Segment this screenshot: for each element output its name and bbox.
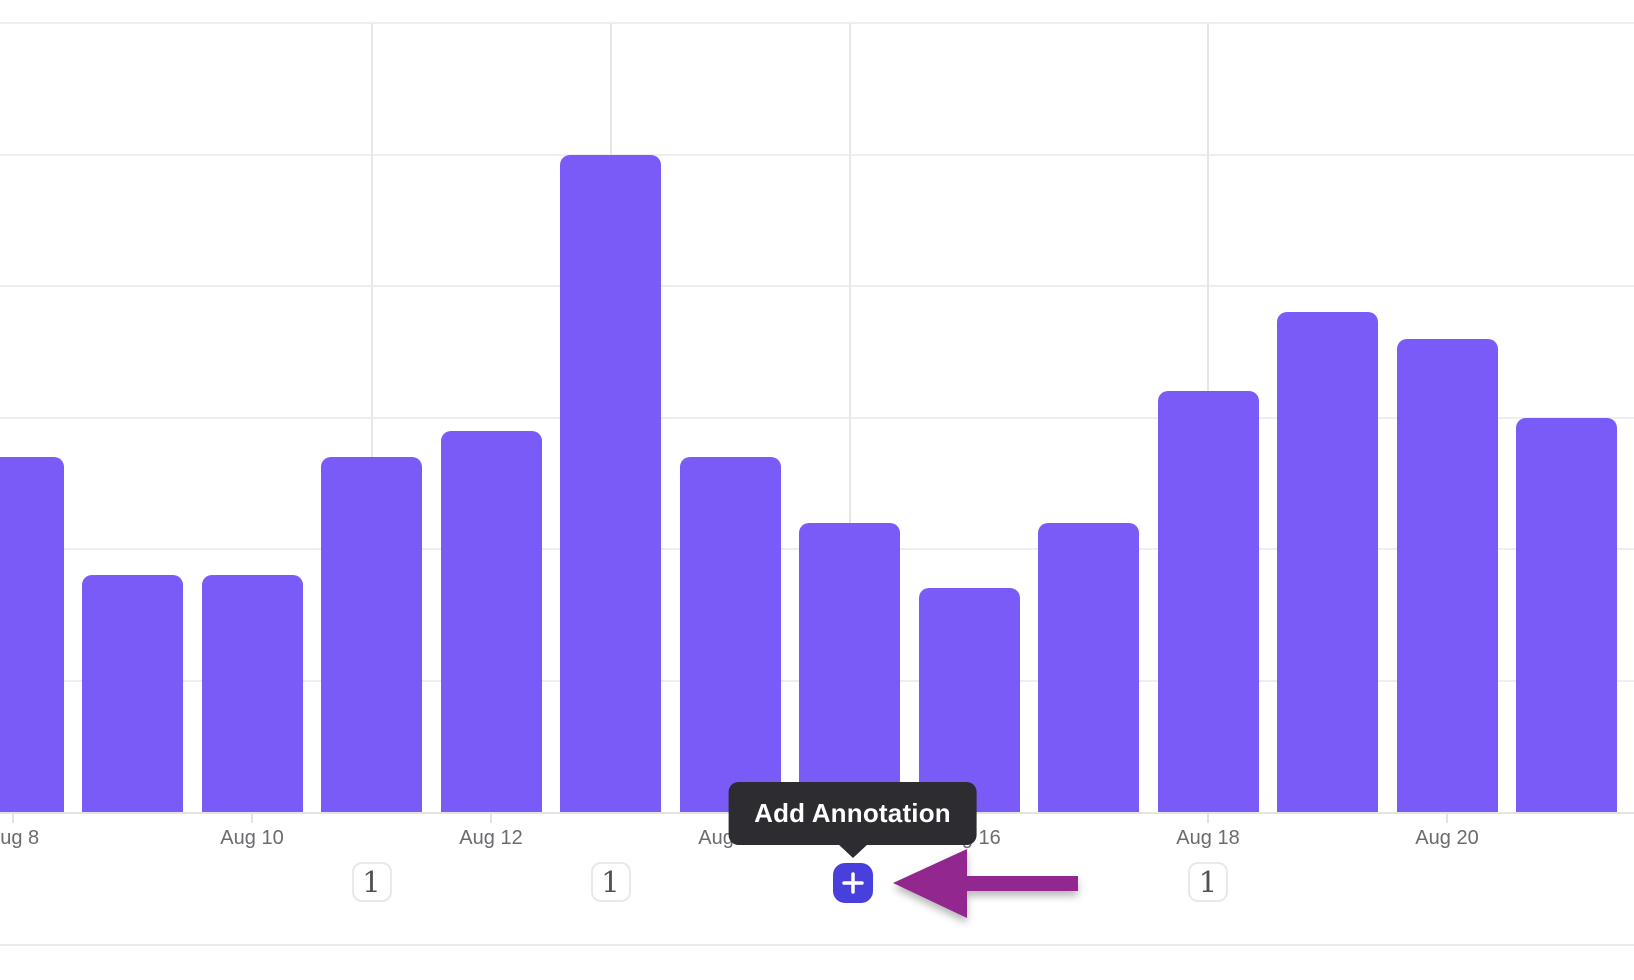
bar-aug-10[interactable] [201, 575, 303, 812]
annotation-badge-aug-13[interactable]: 1 [590, 862, 631, 902]
tooltip-label: Add Annotation [754, 798, 951, 828]
pointer-arrow-graphic [893, 849, 1078, 918]
x-axis-tick [1446, 812, 1448, 823]
bar-aug-8[interactable] [0, 456, 64, 812]
x-axis-label: Aug 20 [1415, 827, 1479, 849]
x-axis-tick [490, 812, 492, 823]
horizontal-gridline [0, 22, 1634, 24]
bar-aug-12[interactable] [440, 430, 542, 812]
bar-aug-9[interactable] [82, 575, 183, 812]
x-axis-label: Aug 18 [1176, 827, 1240, 849]
bar-aug-19[interactable] [1277, 312, 1378, 812]
bar-aug-13[interactable] [560, 154, 661, 812]
bar-aug-20[interactable] [1396, 338, 1498, 812]
annotation-badge-aug-18[interactable]: 1 [1188, 862, 1228, 902]
tooltip-caret [836, 843, 869, 858]
add-annotation-tooltip: Add Annotation [728, 782, 977, 845]
x-axis-tick [251, 812, 253, 823]
x-axis-label: Aug 12 [459, 827, 523, 849]
pointer-arrow [893, 849, 1078, 918]
bar-aug-17[interactable] [1038, 522, 1139, 812]
bar-aug-21[interactable] [1516, 417, 1617, 812]
annotation-guide-line [848, 23, 851, 812]
horizontal-gridline [0, 416, 1634, 419]
bar-aug-14[interactable] [679, 456, 781, 812]
x-axis-label: Aug 8 [0, 827, 40, 849]
plus-icon [841, 872, 864, 894]
add-annotation-button[interactable] [832, 863, 873, 903]
x-axis-tick [12, 812, 14, 823]
bar-aug-11[interactable] [321, 456, 422, 812]
horizontal-gridline [0, 285, 1634, 287]
x-axis-tick [1207, 812, 1209, 823]
page-divider [0, 944, 1634, 946]
bar-aug-18[interactable] [1157, 391, 1259, 812]
horizontal-gridline [0, 153, 1634, 156]
bar-aug-16[interactable] [918, 588, 1020, 812]
annotation-guide-line [370, 23, 373, 812]
bar-aug-15[interactable] [799, 522, 900, 812]
x-axis-label: Aug 10 [220, 827, 284, 849]
annotation-badge-aug-11[interactable]: 1 [351, 862, 392, 902]
